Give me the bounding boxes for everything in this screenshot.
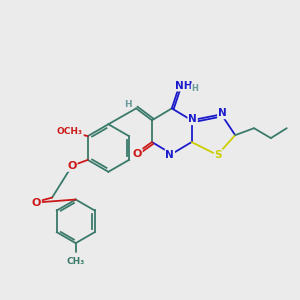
Text: N: N [165,150,174,160]
Text: N: N [188,114,197,124]
Text: H: H [191,84,198,93]
Text: OCH₃: OCH₃ [57,127,83,136]
Text: NH: NH [175,81,192,91]
Text: N: N [218,108,227,118]
Text: S: S [214,150,222,160]
Text: O: O [67,161,76,171]
Text: H: H [124,100,132,109]
Text: O: O [32,197,41,208]
Text: CH₃: CH₃ [67,257,85,266]
Text: O: O [132,149,142,159]
